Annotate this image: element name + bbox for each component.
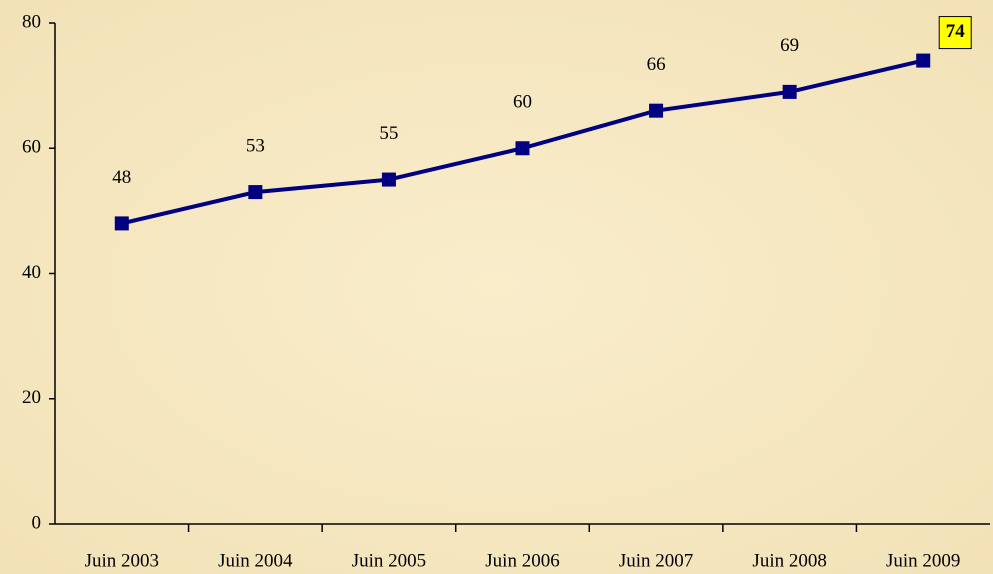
data-label: 69: [780, 35, 799, 56]
x-tick-label: Juin 2008: [752, 550, 826, 571]
y-tick-label: 60: [22, 137, 41, 158]
x-tick-label: Juin 2007: [619, 550, 693, 571]
x-tick-label: Juin 2006: [485, 550, 559, 571]
x-tick-label: Juin 2003: [85, 550, 159, 571]
marker: [782, 84, 797, 99]
marker: [381, 172, 396, 187]
marker: [114, 216, 129, 231]
y-tick-label: 80: [22, 11, 41, 32]
data-label: 66: [647, 54, 666, 75]
x-tick-label: Juin 2005: [352, 550, 426, 571]
marker: [649, 103, 664, 118]
data-label: 74: [946, 21, 966, 42]
label-box: [938, 16, 972, 50]
data-label: 60: [513, 92, 532, 113]
data-label: 53: [246, 135, 265, 156]
data-label: 55: [379, 123, 398, 144]
marker: [916, 53, 931, 68]
x-tick-label: Juin 2004: [218, 550, 293, 571]
data-label: 48: [112, 167, 131, 188]
marker: [515, 141, 530, 156]
marker: [248, 185, 263, 200]
y-tick-label: 40: [22, 262, 41, 283]
y-tick-label: 20: [22, 387, 41, 408]
y-tick-label: 0: [32, 512, 42, 533]
x-tick-label: Juin 2009: [886, 550, 960, 571]
